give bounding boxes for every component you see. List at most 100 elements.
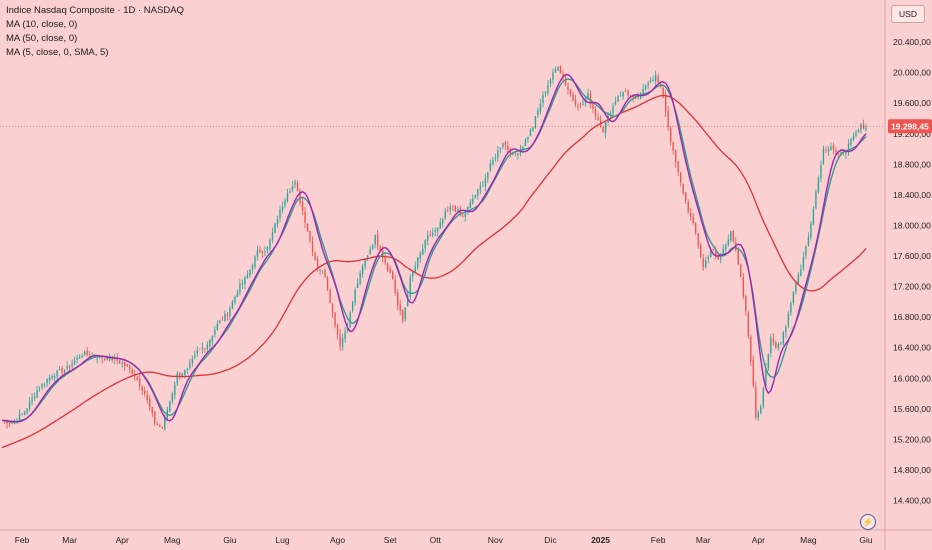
candle-body [336, 325, 339, 335]
candle-body [181, 373, 184, 376]
candle-body [544, 92, 547, 94]
candle-body [386, 263, 389, 271]
candle-body [186, 368, 189, 370]
candle-body [447, 210, 449, 212]
candle-body [852, 135, 855, 140]
candle-body [677, 161, 679, 172]
candle-body [674, 150, 677, 163]
candle-body [464, 213, 466, 217]
candle-body [710, 248, 712, 258]
candle-body [274, 223, 276, 233]
current-price-label: 19.298,45 [891, 121, 929, 131]
candle-body [204, 348, 206, 349]
candle-body [614, 101, 617, 105]
candle-body [750, 336, 752, 362]
candle-body [820, 165, 822, 179]
candle-body [494, 157, 497, 159]
candle-body [805, 246, 807, 256]
candle-body [344, 331, 346, 340]
x-tick-label: Giu [859, 535, 873, 545]
chart-legend: Indice Nasdaq Composite · 1D · NASDAQ MA… [6, 4, 184, 60]
candle-body [224, 313, 226, 322]
ma5-line [2, 73, 867, 423]
candle-body [276, 219, 279, 225]
candle-body [16, 420, 18, 422]
x-tick-label: Nov [488, 535, 504, 545]
candle-body [427, 234, 429, 241]
candle-body [669, 128, 672, 142]
candle-body [467, 206, 469, 213]
candle-body [71, 363, 73, 368]
candle-body [712, 249, 714, 251]
candle-body [462, 215, 464, 218]
candle-body [654, 75, 657, 82]
candle-body [43, 383, 46, 385]
candle-body [847, 143, 850, 154]
candle-body [452, 205, 454, 207]
candle-body [684, 192, 687, 201]
candle-body [314, 253, 316, 260]
y-tick-label: 17.600,00 [893, 251, 931, 261]
candle-body [695, 223, 697, 233]
candle-body [28, 401, 31, 410]
candle-body [98, 355, 101, 359]
candle-body [409, 276, 411, 297]
candle-body [472, 198, 474, 204]
candle-body [106, 358, 108, 361]
candle-body [532, 127, 534, 131]
candle-body [402, 310, 404, 321]
y-tick-label: 14.800,00 [893, 465, 931, 475]
legend-ma50[interactable]: MA (50, close, 0) [6, 33, 78, 44]
candle-body [199, 348, 201, 350]
candle-body [88, 355, 91, 357]
candle-body [266, 247, 269, 250]
y-tick-label: 16.000,00 [893, 373, 931, 383]
y-tick-label: 16.800,00 [893, 312, 931, 322]
candle-body [38, 388, 41, 390]
candle-body [196, 350, 199, 354]
candle-body [449, 207, 451, 210]
candle-body [331, 304, 334, 313]
candle-body [722, 249, 724, 255]
candle-body [825, 149, 827, 151]
candle-body [444, 211, 446, 219]
y-tick-label: 18.800,00 [893, 159, 931, 169]
x-tick-label: 2025 [591, 535, 610, 545]
candle-body [364, 259, 366, 267]
candle-body [184, 370, 186, 376]
legend-ma5[interactable]: MA (5, close, 0, SMA, 5) [6, 47, 109, 58]
candle-body [497, 150, 499, 159]
candle-body [299, 190, 301, 204]
candle-body [629, 95, 632, 97]
candle-body [351, 302, 354, 311]
candle-body [732, 231, 734, 242]
candle-body [18, 414, 21, 421]
candle-body [690, 213, 692, 217]
x-tick-label: Set [384, 535, 397, 545]
candle-body [191, 358, 194, 363]
candle-body [68, 366, 71, 368]
candle-body [339, 334, 341, 346]
candle-body [845, 151, 847, 154]
candle-body [564, 77, 567, 86]
candle-body [374, 234, 376, 245]
candle-body [815, 191, 817, 209]
candle-body [249, 269, 251, 275]
candle-body [765, 367, 767, 389]
candle-body [254, 256, 256, 267]
candle-body [662, 87, 664, 97]
candle-body [740, 264, 742, 277]
y-tick-label: 18.000,00 [893, 220, 931, 230]
chart-title: Indice Nasdaq Composite · 1D · NASDAQ [6, 5, 184, 16]
currency-button[interactable]: USD [891, 5, 925, 23]
legend-ma10[interactable]: MA (10, close, 0) [6, 19, 78, 30]
candle-body [577, 105, 579, 107]
candle-body [279, 209, 281, 219]
lightning-icon[interactable]: ⚡ [860, 514, 876, 530]
candle-body [151, 407, 153, 413]
x-tick-label: Apr [752, 535, 765, 545]
candle-body [321, 271, 324, 272]
candle-body [48, 377, 51, 381]
candle-body [542, 95, 544, 103]
